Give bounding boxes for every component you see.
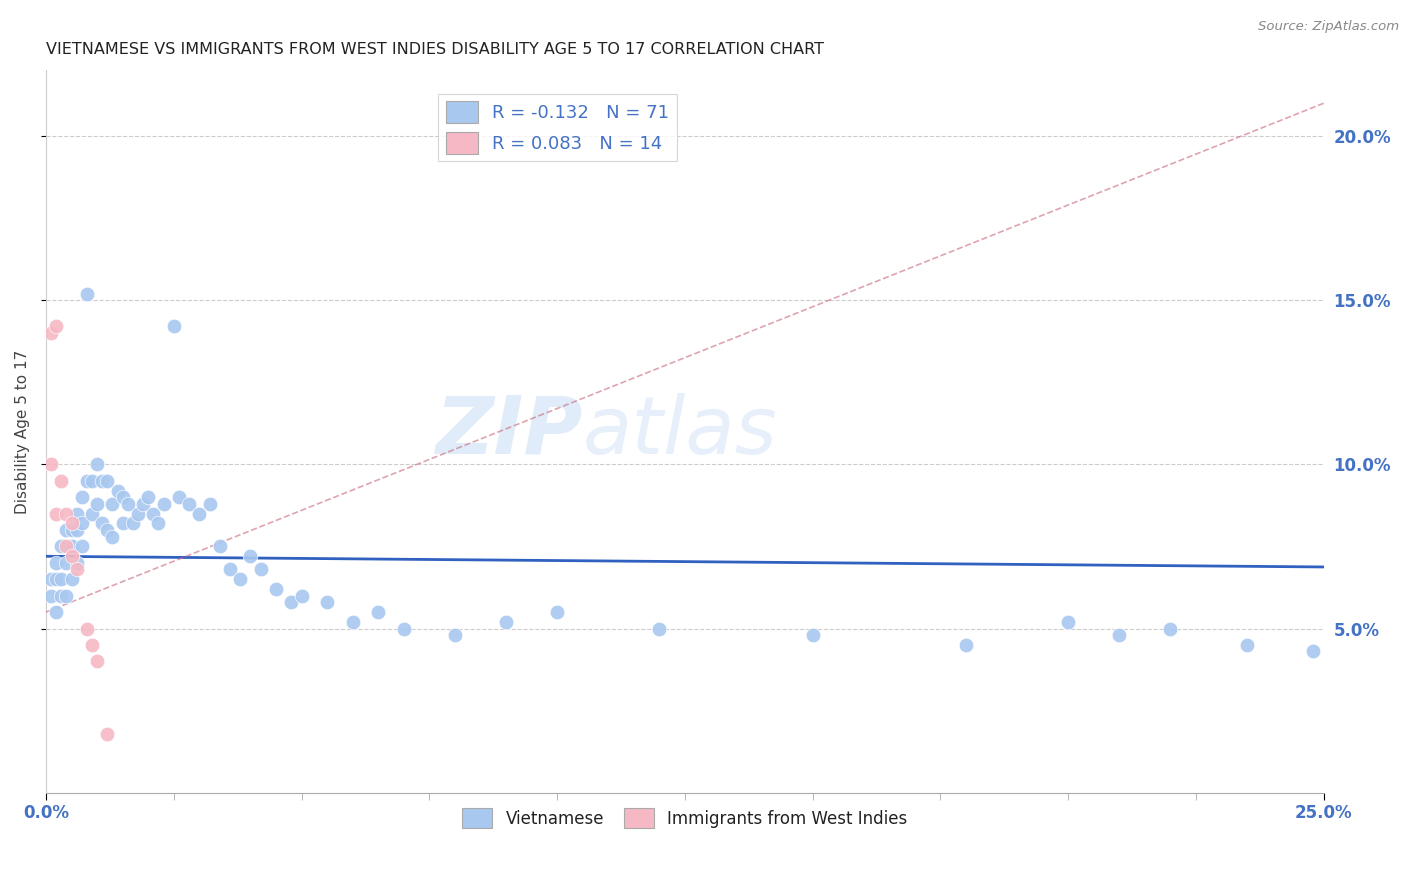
Point — [76, 622, 98, 636]
Point — [142, 507, 165, 521]
Point — [86, 458, 108, 472]
Point — [66, 523, 89, 537]
Point — [1159, 622, 1181, 636]
Point — [51, 572, 73, 586]
Point — [367, 605, 389, 619]
Point — [60, 549, 83, 564]
Point — [66, 556, 89, 570]
Point — [55, 523, 77, 537]
Point — [60, 523, 83, 537]
Point — [70, 516, 93, 531]
Point — [60, 572, 83, 586]
Point — [51, 474, 73, 488]
Point — [198, 497, 221, 511]
Point — [290, 589, 312, 603]
Point — [55, 556, 77, 570]
Text: Source: ZipAtlas.com: Source: ZipAtlas.com — [1258, 20, 1399, 33]
Point — [219, 562, 242, 576]
Point — [111, 490, 134, 504]
Point — [39, 589, 62, 603]
Point — [107, 483, 129, 498]
Point — [111, 516, 134, 531]
Point — [55, 507, 77, 521]
Point — [117, 497, 139, 511]
Point — [66, 562, 89, 576]
Text: VIETNAMESE VS IMMIGRANTS FROM WEST INDIES DISABILITY AGE 5 TO 17 CORRELATION CHA: VIETNAMESE VS IMMIGRANTS FROM WEST INDIE… — [46, 42, 824, 57]
Point — [392, 622, 415, 636]
Point — [1236, 638, 1258, 652]
Point — [70, 540, 93, 554]
Point — [86, 497, 108, 511]
Point — [229, 572, 252, 586]
Point — [80, 474, 103, 488]
Text: ZIP: ZIP — [436, 392, 582, 471]
Point — [91, 474, 114, 488]
Point — [1108, 628, 1130, 642]
Point — [60, 516, 83, 531]
Y-axis label: Disability Age 5 to 17: Disability Age 5 to 17 — [15, 350, 30, 514]
Point — [55, 540, 77, 554]
Point — [86, 654, 108, 668]
Point — [55, 589, 77, 603]
Point — [51, 589, 73, 603]
Point — [45, 605, 67, 619]
Point — [264, 582, 287, 596]
Point — [148, 516, 170, 531]
Point — [76, 286, 98, 301]
Point — [39, 572, 62, 586]
Point — [91, 516, 114, 531]
Point — [80, 507, 103, 521]
Point — [80, 638, 103, 652]
Point — [546, 605, 568, 619]
Legend: Vietnamese, Immigrants from West Indies: Vietnamese, Immigrants from West Indies — [456, 801, 914, 835]
Point — [1302, 644, 1324, 658]
Point — [101, 497, 124, 511]
Point — [495, 615, 517, 629]
Point — [45, 319, 67, 334]
Point — [280, 595, 302, 609]
Point — [342, 615, 364, 629]
Point — [955, 638, 977, 652]
Point — [45, 556, 67, 570]
Point — [177, 497, 200, 511]
Point — [76, 474, 98, 488]
Point — [1057, 615, 1080, 629]
Point — [152, 497, 174, 511]
Point — [443, 628, 465, 642]
Point — [167, 490, 190, 504]
Point — [132, 497, 155, 511]
Point — [136, 490, 159, 504]
Point — [801, 628, 824, 642]
Point — [45, 507, 67, 521]
Point — [208, 540, 231, 554]
Point — [70, 490, 93, 504]
Point — [127, 507, 149, 521]
Point — [101, 530, 124, 544]
Point — [60, 540, 83, 554]
Point — [239, 549, 262, 564]
Text: atlas: atlas — [582, 392, 778, 471]
Point — [96, 474, 118, 488]
Point — [249, 562, 271, 576]
Point — [51, 540, 73, 554]
Point — [39, 326, 62, 340]
Point — [121, 516, 143, 531]
Point — [66, 507, 89, 521]
Point — [648, 622, 671, 636]
Point — [39, 458, 62, 472]
Point — [188, 507, 211, 521]
Point — [96, 523, 118, 537]
Point — [96, 726, 118, 740]
Point — [316, 595, 339, 609]
Point — [45, 572, 67, 586]
Point — [163, 319, 186, 334]
